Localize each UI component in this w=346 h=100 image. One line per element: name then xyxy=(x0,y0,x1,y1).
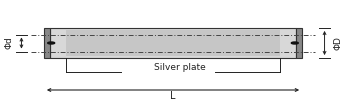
Bar xyxy=(66,30,280,56)
Bar xyxy=(296,28,302,58)
Text: Φd: Φd xyxy=(5,37,14,49)
Text: ΦD: ΦD xyxy=(333,36,342,50)
Bar xyxy=(50,28,296,58)
Text: L: L xyxy=(170,91,176,100)
Text: Silver plate: Silver plate xyxy=(154,62,206,72)
Circle shape xyxy=(291,42,298,44)
Circle shape xyxy=(48,42,55,44)
Bar xyxy=(44,28,50,58)
